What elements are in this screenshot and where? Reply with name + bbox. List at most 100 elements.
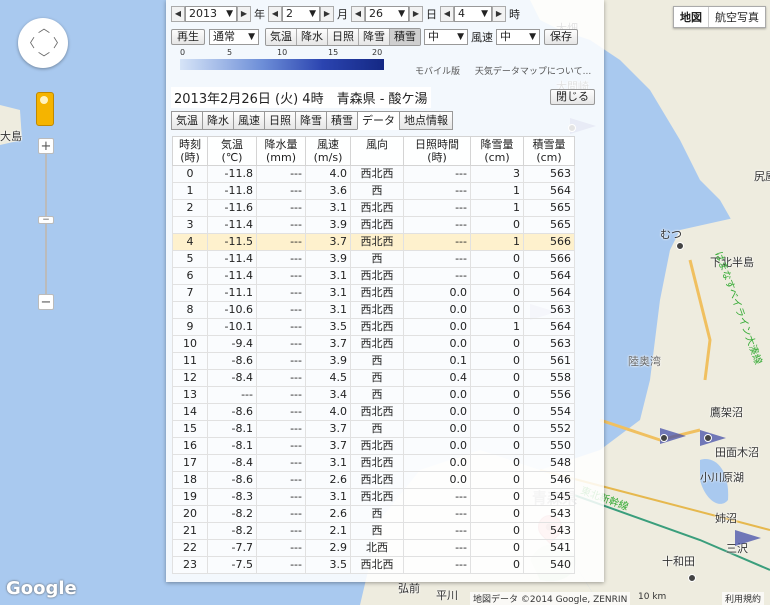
tab-7[interactable]: 地点情報: [399, 111, 453, 130]
year-select[interactable]: 2013 ▼: [185, 6, 237, 22]
control-toolbar: 再生 通常 ▼ 気温 降水 日照 降雪 積雪 中 ▼ 風速 中 ▼ 保存: [171, 28, 578, 46]
element-toggle[interactable]: 降水: [297, 29, 328, 45]
table-row[interactable]: 11 -8.6 --- 3.9 西 0.1 0 561: [172, 352, 575, 370]
hour-prev-icon[interactable]: ◀: [440, 6, 454, 22]
table-row[interactable]: 3 -11.4 --- 3.9 西北西 --- 0 565: [172, 216, 575, 234]
map-place-label: 田面木沼: [715, 446, 759, 459]
day-next-icon[interactable]: ▶: [409, 6, 423, 22]
table-cell: 3.7: [305, 420, 351, 438]
hour-select[interactable]: 4 ▼: [454, 6, 492, 22]
table-cell: 4.0: [305, 403, 351, 421]
table-cell: 20: [172, 505, 208, 523]
zoom-handle[interactable]: −: [38, 216, 54, 225]
terms-link[interactable]: 利用規約: [722, 592, 765, 605]
street-view-pegman-icon[interactable]: [36, 92, 54, 126]
table-row[interactable]: 19 -8.3 --- 3.1 西北西 --- 0 545: [172, 488, 575, 506]
pan-right-icon[interactable]: 〉: [53, 36, 66, 50]
tab-4[interactable]: 降雪: [295, 111, 327, 130]
table-row[interactable]: 17 -8.4 --- 3.1 西北西 0.0 0 548: [172, 454, 575, 472]
tab-0[interactable]: 気温: [171, 111, 203, 130]
table-cell: 0.0: [403, 437, 471, 455]
table-cell: ---: [256, 454, 306, 472]
month-select[interactable]: 2 ▼: [282, 6, 320, 22]
table-cell: 1: [470, 318, 524, 336]
hour-next-icon[interactable]: ▶: [492, 6, 506, 22]
element-toggle[interactable]: 気温: [266, 29, 297, 45]
table-row[interactable]: 14 -8.6 --- 4.0 西北西 0.0 0 554: [172, 403, 575, 421]
table-cell: 0: [470, 369, 524, 387]
table-cell: 西: [350, 352, 404, 370]
month-next-icon[interactable]: ▶: [320, 6, 334, 22]
table-row[interactable]: 5 -11.4 --- 3.9 西 --- 0 566: [172, 250, 575, 268]
pan-left-icon[interactable]: 〈: [23, 36, 36, 50]
table-cell: 541: [523, 539, 575, 557]
table-row[interactable]: 16 -8.1 --- 3.7 西北西 0.0 0 550: [172, 437, 575, 455]
zoom-slider[interactable]: + − −: [38, 138, 54, 310]
table-row[interactable]: 9 -10.1 --- 3.5 西北西 0.0 1 564: [172, 318, 575, 336]
station-marker[interactable]: [660, 434, 668, 442]
table-row[interactable]: 18 -8.6 --- 2.6 西北西 0.0 0 546: [172, 471, 575, 489]
mobile-link[interactable]: モバイル版: [415, 67, 461, 77]
pan-control[interactable]: ︿ ﹀ 〈 〉: [18, 18, 68, 68]
table-row[interactable]: 22 -7.7 --- 2.9 北西 --- 0 541: [172, 539, 575, 557]
day-prev-icon[interactable]: ◀: [351, 6, 365, 22]
table-row[interactable]: 20 -8.2 --- 2.6 西 --- 0 543: [172, 505, 575, 523]
table-row[interactable]: 1 -11.8 --- 3.6 西 --- 1 564: [172, 182, 575, 200]
close-button[interactable]: 閉じる: [550, 89, 595, 105]
table-row[interactable]: 6 -11.4 --- 3.1 西北西 --- 0 564: [172, 267, 575, 285]
legend-tick-label: 0: [180, 48, 186, 57]
map-type-satellite-button[interactable]: 航空写真: [715, 11, 759, 24]
table-row[interactable]: 13 --- --- 3.4 西 0.0 0 556: [172, 386, 575, 404]
tab-2[interactable]: 風速: [233, 111, 265, 130]
station-marker[interactable]: [676, 242, 684, 250]
wind-size-select[interactable]: 中 ▼: [496, 29, 540, 45]
table-row[interactable]: 15 -8.1 --- 3.7 西 0.0 0 552: [172, 420, 575, 438]
table-row[interactable]: 10 -9.4 --- 3.7 西北西 0.0 0 563: [172, 335, 575, 353]
play-button[interactable]: 再生: [171, 29, 205, 45]
element-toggle[interactable]: 積雪: [390, 29, 420, 45]
save-button[interactable]: 保存: [544, 29, 578, 45]
zoom-in-button[interactable]: +: [38, 138, 54, 154]
speed-select[interactable]: 通常 ▼: [209, 29, 259, 45]
table-row[interactable]: 23 -7.5 --- 3.5 西北西 --- 0 540: [172, 556, 575, 574]
table-cell: ---: [256, 267, 306, 285]
table-row[interactable]: 2 -11.6 --- 3.1 西北西 --- 1 565: [172, 199, 575, 217]
table-row[interactable]: 4 -11.5 --- 3.7 西北西 --- 1 566: [172, 233, 575, 251]
table-cell: 0.0: [403, 471, 471, 489]
table-cell: ---: [403, 182, 471, 200]
element-toggle[interactable]: 日照: [328, 29, 359, 45]
day-select[interactable]: 26 ▼: [365, 6, 409, 22]
element-size-select[interactable]: 中 ▼: [424, 29, 468, 45]
station-marker[interactable]: [704, 434, 712, 442]
table-cell: 546: [523, 471, 575, 489]
tab-3[interactable]: 日照: [264, 111, 296, 130]
table-cell: 0: [470, 284, 524, 302]
table-row[interactable]: 0 -11.8 --- 4.0 西北西 --- 3 563: [172, 165, 575, 183]
station-marker[interactable]: [688, 574, 696, 582]
year-next-icon[interactable]: ▶: [237, 6, 251, 22]
table-cell: 1: [470, 182, 524, 200]
table-cell: ---: [256, 488, 306, 506]
table-row[interactable]: 8 -10.6 --- 3.1 西北西 0.0 0 563: [172, 301, 575, 319]
element-toggle[interactable]: 降雪: [359, 29, 390, 45]
month-prev-icon[interactable]: ◀: [268, 6, 282, 22]
pan-down-icon[interactable]: ﹀: [38, 51, 51, 65]
column-header: 降雪量 (cm): [470, 136, 524, 166]
tab-5[interactable]: 積雪: [326, 111, 358, 130]
datetime-selector: ◀ 2013 ▼ ▶ 年 ◀ 2 ▼ ▶ 月 ◀ 26 ▼ ▶ 日 ◀ 4 ▼ ▶ 時: [171, 6, 523, 22]
about-link[interactable]: 天気データマップについて...: [474, 67, 592, 77]
table-row[interactable]: 21 -8.2 --- 2.1 西 --- 0 543: [172, 522, 575, 540]
tab-1[interactable]: 降水: [202, 111, 234, 130]
map-place-label: 陸奥湾: [628, 355, 661, 368]
pan-up-icon[interactable]: ︿: [38, 21, 51, 35]
year-prev-icon[interactable]: ◀: [171, 6, 185, 22]
tab-6[interactable]: データ: [357, 111, 400, 130]
table-cell: ---: [256, 420, 306, 438]
table-cell: 西北西: [350, 403, 404, 421]
table-cell: 0: [470, 335, 524, 353]
table-cell: 1: [172, 182, 208, 200]
table-row[interactable]: 12 -8.4 --- 4.5 西 0.4 0 558: [172, 369, 575, 387]
table-row[interactable]: 7 -11.1 --- 3.1 西北西 0.0 0 564: [172, 284, 575, 302]
zoom-out-button[interactable]: −: [38, 294, 54, 310]
map-type-map-button[interactable]: 地図: [674, 7, 709, 27]
